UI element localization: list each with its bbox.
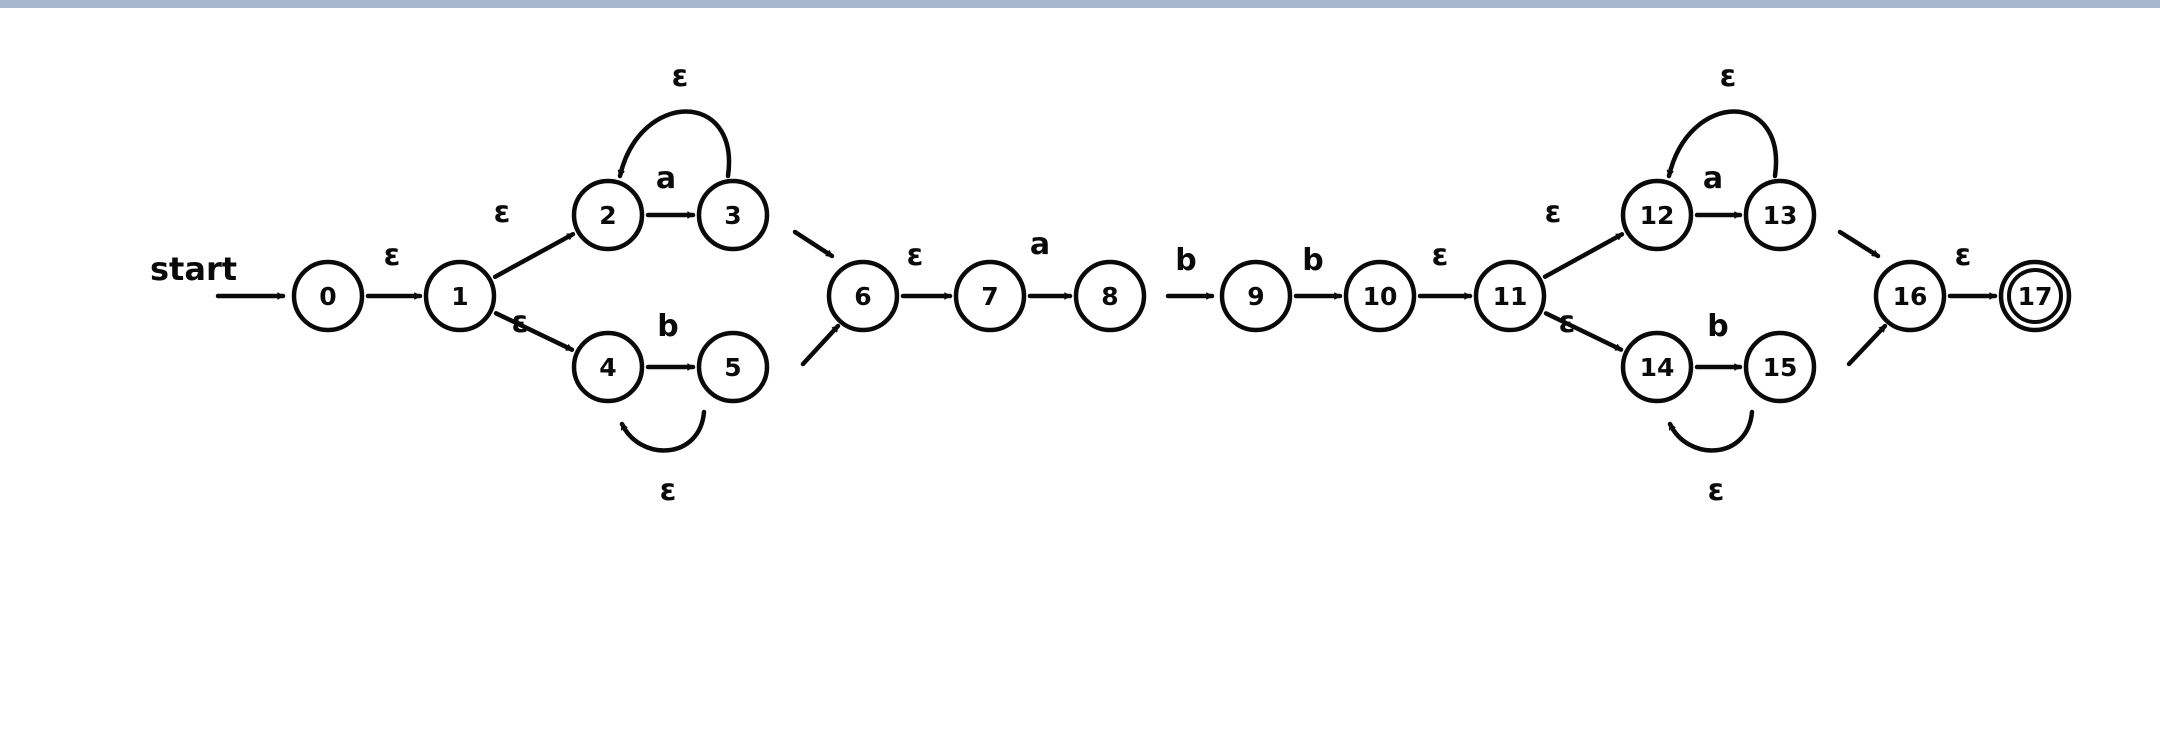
transition-label-11-12: ε [1545, 195, 1562, 230]
transition-arrow-3-6 [792, 229, 835, 259]
transition-arrow-15-14 [1667, 409, 1755, 453]
state-circle-3 [696, 178, 770, 252]
state-circle-14 [1620, 330, 1694, 404]
transition-label-5-4: ε [660, 473, 677, 508]
transition-label-16-17: ε [1955, 238, 1972, 273]
transition-label-10-11: ε [1432, 238, 1449, 273]
state-11: 11 [1473, 259, 1547, 333]
accepting-ring-17 [2007, 268, 2063, 324]
state-circle-1 [423, 259, 497, 333]
state-2: 2 [571, 178, 645, 252]
state-10: 10 [1343, 259, 1417, 333]
state-circle-15 [1743, 330, 1817, 404]
state-circle-6 [826, 259, 900, 333]
state-circle-4 [571, 330, 645, 404]
state-8: 8 [1073, 259, 1147, 333]
transition-label-8-9: b [1175, 243, 1196, 278]
state-label-11: 11 [1493, 282, 1528, 311]
state-label-2: 2 [599, 201, 616, 230]
state-circle-12 [1620, 178, 1694, 252]
transition-label-6-7: ε [907, 238, 924, 273]
state-12: 12 [1620, 178, 1694, 252]
state-label-1: 1 [451, 282, 468, 311]
transition-label-1-2: ε [494, 195, 511, 230]
state-label-14: 14 [1640, 353, 1675, 382]
state-13: 13 [1743, 178, 1817, 252]
state-label-4: 4 [599, 353, 616, 382]
transition-label-12-13: a [1703, 161, 1723, 196]
state-14: 14 [1620, 330, 1694, 404]
state-circle-9 [1219, 259, 1293, 333]
state-17: 17 [1998, 259, 2072, 333]
transitions-layer [365, 109, 1998, 453]
transition-arrow-3-2 [620, 109, 732, 179]
state-5: 5 [696, 330, 770, 404]
state-label-17: 17 [2018, 282, 2053, 311]
transition-arrow-5-4 [619, 409, 707, 453]
state-circle-13 [1743, 178, 1817, 252]
transition-arrow-1-4 [493, 311, 575, 352]
transition-label-1-4: ε [512, 305, 529, 340]
state-circle-10 [1343, 259, 1417, 333]
state-label-10: 10 [1363, 282, 1398, 311]
transition-label-13-12: ε [1720, 59, 1737, 94]
start-label: start [150, 250, 237, 288]
state-circle-7 [953, 259, 1027, 333]
state-0: 0 [291, 259, 365, 333]
transition-arrow-11-14 [1543, 311, 1624, 352]
state-label-9: 9 [1247, 282, 1264, 311]
state-9: 9 [1219, 259, 1293, 333]
state-1: 1 [423, 259, 497, 333]
state-label-6: 6 [854, 282, 871, 311]
state-circle-0 [291, 259, 365, 333]
transition-arrow-13-12 [1669, 109, 1779, 179]
transition-arrow-13-16 [1837, 229, 1881, 259]
state-circle-2 [571, 178, 645, 252]
state-label-15: 15 [1763, 353, 1798, 382]
top-border-bar [0, 0, 2160, 8]
state-label-5: 5 [724, 353, 741, 382]
state-label-3: 3 [724, 201, 741, 230]
transition-label-15-14: ε [1708, 473, 1725, 508]
state-label-0: 0 [319, 282, 336, 311]
state-4: 4 [571, 330, 645, 404]
state-circle-16 [1873, 259, 1947, 333]
state-circle-8 [1073, 259, 1147, 333]
state-circle-11 [1473, 259, 1547, 333]
state-label-13: 13 [1763, 201, 1798, 230]
transition-labels-layer: ε ε ε a ε b ε ε a b b ε ε ε a ε b ε ε [384, 59, 1972, 508]
transition-arrow-5-6 [800, 323, 841, 367]
transition-label-9-10: b [1302, 243, 1323, 278]
transition-label-3-2: ε [672, 59, 689, 94]
state-6: 6 [826, 259, 900, 333]
state-15: 15 [1743, 330, 1817, 404]
state-16: 16 [1873, 259, 1947, 333]
state-3: 3 [696, 178, 770, 252]
state-label-8: 8 [1101, 282, 1118, 311]
transition-label-11-14: ε [1559, 305, 1576, 340]
transition-label-2-3: a [656, 161, 676, 196]
state-label-12: 12 [1640, 201, 1675, 230]
transition-arrow-15-16 [1846, 323, 1888, 367]
transition-label-14-15: b [1707, 309, 1728, 344]
state-label-16: 16 [1893, 282, 1928, 311]
state-circle-5 [696, 330, 770, 404]
transition-arrow-11-12 [1542, 232, 1625, 279]
transition-label-7-8: a [1030, 227, 1050, 262]
transition-label-4-5: b [657, 309, 678, 344]
state-7: 7 [953, 259, 1027, 333]
state-label-7: 7 [981, 282, 998, 311]
transition-arrow-1-2 [492, 231, 576, 280]
transition-label-0-1: ε [384, 238, 401, 273]
